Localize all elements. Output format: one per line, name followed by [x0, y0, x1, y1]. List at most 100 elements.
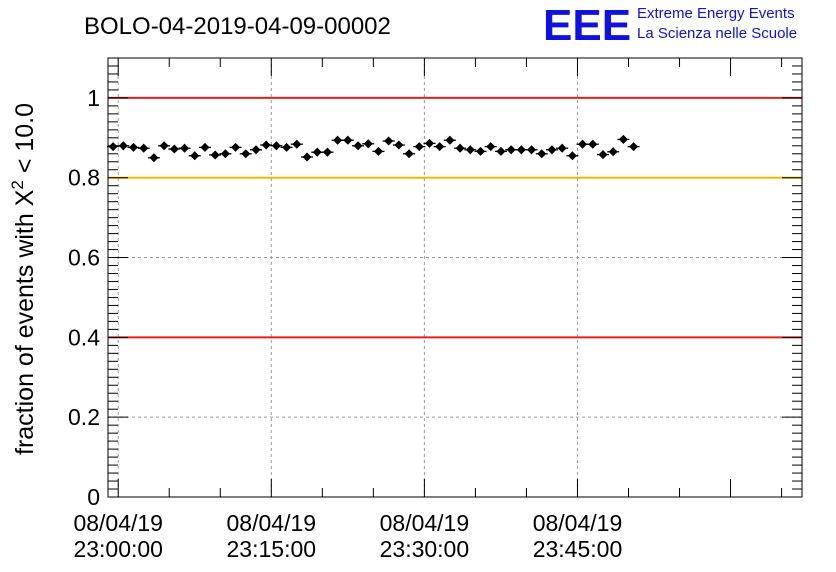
y-tick-label: 1 [87, 85, 100, 111]
plot-frame [107, 57, 803, 498]
point-marker [557, 143, 567, 153]
data-point [474, 146, 487, 156]
data-point [270, 141, 283, 151]
point-marker [384, 136, 394, 146]
data-point [311, 147, 324, 157]
data-point [362, 139, 375, 149]
data-point [607, 147, 620, 157]
data-point [260, 140, 273, 150]
data-point [290, 139, 303, 149]
point-marker [578, 139, 588, 149]
point-marker [343, 135, 353, 145]
data-point [505, 145, 518, 155]
point-marker [118, 141, 128, 151]
data-point [515, 145, 528, 155]
x-tick-label: 08/04/19 [533, 510, 623, 536]
tick-labels: 00.20.40.60.8108/04/1923:00:0008/04/1923… [68, 85, 622, 562]
data-point [168, 144, 181, 154]
data-point [545, 145, 558, 155]
grid [108, 58, 802, 497]
point-marker [414, 142, 424, 152]
point-marker [231, 142, 241, 152]
data-point [596, 150, 609, 160]
data-point [382, 136, 395, 146]
x-tick-label: 08/04/19 [380, 510, 470, 536]
data-point [341, 135, 354, 145]
data-point [566, 151, 579, 161]
point-marker [445, 135, 455, 145]
point-marker [527, 145, 537, 155]
point-marker [455, 143, 465, 153]
data-point [576, 139, 589, 149]
data-point [586, 139, 599, 149]
point-marker [465, 145, 475, 155]
point-marker [629, 142, 639, 152]
data-point [433, 142, 446, 152]
point-marker [180, 143, 190, 153]
y-tick-label: 0.2 [68, 404, 100, 430]
data-point [423, 138, 436, 148]
x-tick-label: 23:45:00 [533, 536, 623, 562]
point-marker [496, 146, 506, 156]
point-marker [588, 139, 598, 149]
logo-eee-text: EEE [543, 1, 631, 50]
data-point [392, 140, 405, 150]
point-marker [251, 145, 261, 155]
data-point [443, 135, 456, 145]
point-marker [200, 142, 210, 152]
data-point [137, 143, 150, 153]
data-point [219, 149, 232, 159]
point-marker [547, 145, 557, 155]
data-point [627, 142, 640, 152]
y-tick-label: 0 [87, 484, 100, 510]
y-tick-label: 0.4 [68, 324, 100, 350]
point-marker [373, 146, 383, 156]
axis-ticks [108, 57, 802, 498]
point-marker [128, 142, 139, 152]
x-tick-label: 23:30:00 [380, 536, 470, 562]
data-point [617, 134, 630, 144]
data-point [403, 149, 416, 159]
y-tick-label: 0.8 [68, 165, 100, 191]
point-marker [537, 149, 547, 159]
point-marker [210, 150, 220, 160]
point-marker [190, 151, 200, 161]
point-marker [516, 145, 526, 155]
data-point [229, 142, 242, 152]
data-point [280, 142, 293, 152]
point-marker [282, 142, 292, 152]
point-marker [353, 141, 363, 151]
data-point [464, 145, 477, 155]
point-marker [567, 151, 577, 161]
chart-title: BOLO-04-2019-04-09-00002 [84, 13, 391, 40]
data-series [107, 134, 640, 163]
x-tick-label: 23:15:00 [227, 536, 317, 562]
point-marker [435, 142, 445, 152]
point-marker [302, 152, 312, 162]
data-point [147, 153, 160, 163]
data-point [331, 135, 344, 145]
logo-line-2: La Scienza nelle Scuole [637, 25, 797, 42]
data-point [178, 143, 191, 153]
data-point [535, 149, 548, 159]
point-marker [241, 149, 251, 159]
point-marker [292, 139, 302, 149]
x-tick-label: 23:00:00 [73, 536, 163, 562]
data-point [158, 141, 171, 151]
data-point [352, 141, 365, 151]
data-point [188, 151, 201, 161]
point-marker [159, 141, 169, 151]
point-marker [261, 140, 271, 150]
point-marker [394, 140, 404, 150]
point-marker [220, 149, 230, 159]
data-point [249, 145, 262, 155]
data-point [301, 152, 314, 162]
data-point [209, 150, 222, 160]
logo-line-1: Extreme Energy Events [637, 5, 795, 22]
point-marker [598, 150, 608, 160]
x-tick-label: 08/04/19 [227, 510, 317, 536]
data-point [525, 145, 538, 155]
point-marker [363, 139, 373, 149]
data-point [127, 142, 140, 152]
